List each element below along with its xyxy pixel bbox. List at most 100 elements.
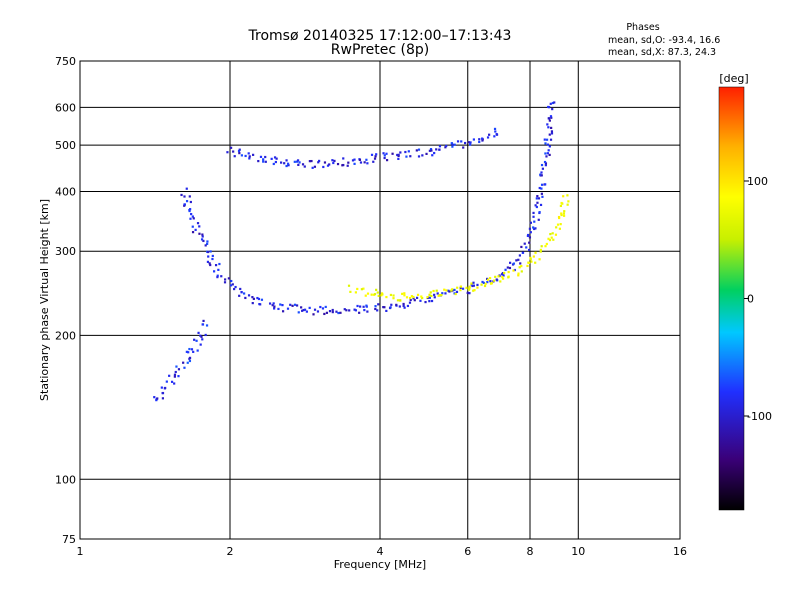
echo-point: [374, 305, 377, 308]
echo-point: [356, 287, 359, 291]
echo-point: [353, 308, 356, 311]
echo-point: [402, 302, 405, 306]
echo-point: [518, 266, 521, 269]
echo-point: [316, 310, 320, 313]
echo-point: [283, 162, 286, 165]
echo-point: [227, 277, 230, 280]
echo-point: [540, 174, 543, 177]
echo-point: [238, 294, 241, 297]
echo-point: [523, 242, 526, 245]
echo-point: [280, 161, 283, 164]
echo-point: [262, 158, 265, 161]
echo-point: [191, 225, 194, 228]
echo-point: [328, 310, 332, 313]
echo-point: [199, 343, 202, 346]
echo-point: [412, 297, 415, 300]
echo-point: [185, 200, 189, 203]
echo-point: [566, 194, 569, 197]
echo-point: [430, 299, 434, 303]
echo-point: [259, 155, 263, 158]
echo-point: [445, 144, 448, 148]
echo-point: [230, 279, 233, 283]
echo-point: [270, 157, 273, 160]
echo-point: [544, 245, 547, 248]
echo-point: [190, 212, 193, 216]
y-tick-label: 400: [55, 185, 76, 198]
echo-point: [188, 195, 191, 198]
echo-point: [431, 154, 434, 157]
echo-point: [448, 290, 451, 293]
echo-point: [430, 149, 433, 152]
echo-point: [252, 297, 255, 300]
x-tick-label: 1: [77, 545, 84, 558]
echo-point: [506, 266, 509, 269]
echo-point: [559, 223, 562, 226]
echo-point: [559, 204, 563, 207]
grid-lines: [80, 61, 680, 539]
echo-point: [405, 155, 408, 158]
x-axis-label: Frequency [MHz]: [334, 558, 426, 571]
y-tick-label: 600: [55, 101, 76, 114]
echo-point: [332, 161, 335, 165]
echo-point: [275, 157, 278, 160]
echo-point: [421, 154, 424, 157]
echo-point: [493, 279, 496, 282]
echo-point: [260, 298, 264, 301]
echo-point: [362, 287, 365, 290]
echo-point: [375, 288, 378, 291]
echo-point: [247, 294, 251, 297]
echo-point: [527, 261, 531, 264]
echo-point: [428, 300, 431, 303]
echo-point: [331, 308, 334, 312]
echo-point: [459, 286, 462, 289]
echo-point: [551, 107, 554, 111]
echo-point: [356, 304, 359, 308]
echo-point: [469, 143, 472, 146]
echo-point: [183, 203, 186, 206]
echo-point: [539, 250, 542, 253]
echo-point: [545, 242, 548, 246]
echo-point: [397, 154, 400, 158]
echo-point: [351, 159, 355, 162]
echo-point: [392, 294, 395, 297]
echo-point: [560, 213, 563, 217]
echo-point: [409, 298, 412, 302]
echo-point: [359, 305, 362, 308]
echo-point: [500, 273, 504, 276]
echo-point: [409, 155, 412, 158]
echo-point: [238, 152, 241, 155]
echo-point: [211, 257, 214, 261]
echo-point: [507, 275, 510, 278]
echo-point: [370, 153, 374, 156]
echo-point: [197, 331, 200, 334]
echo-point: [374, 155, 377, 158]
plot-frame: [79, 60, 681, 540]
echo-point: [538, 186, 541, 190]
echo-point: [453, 288, 456, 292]
echo-point: [365, 158, 368, 161]
echo-point: [518, 254, 521, 257]
echo-point: [252, 153, 255, 156]
echo-point: [528, 236, 532, 239]
echo-point: [456, 286, 459, 289]
echo-point: [190, 348, 194, 351]
echo-point: [188, 359, 192, 363]
colorbar-tick-label: 0: [747, 293, 754, 306]
echo-point: [239, 287, 242, 291]
echo-point: [546, 152, 549, 155]
echo-point: [217, 268, 220, 271]
echo-point: [517, 272, 520, 275]
echo-point: [322, 165, 325, 169]
echo-point: [353, 162, 356, 165]
colorbar-tick-label: -100: [747, 410, 772, 423]
echo-point: [548, 153, 551, 157]
echo-point: [272, 162, 275, 166]
echo-point: [187, 351, 190, 354]
echo-point: [377, 303, 380, 306]
echo-point: [156, 397, 159, 400]
echo-point: [170, 380, 174, 383]
echo-point: [345, 309, 348, 312]
echo-point: [534, 251, 537, 254]
echo-point: [375, 153, 378, 156]
